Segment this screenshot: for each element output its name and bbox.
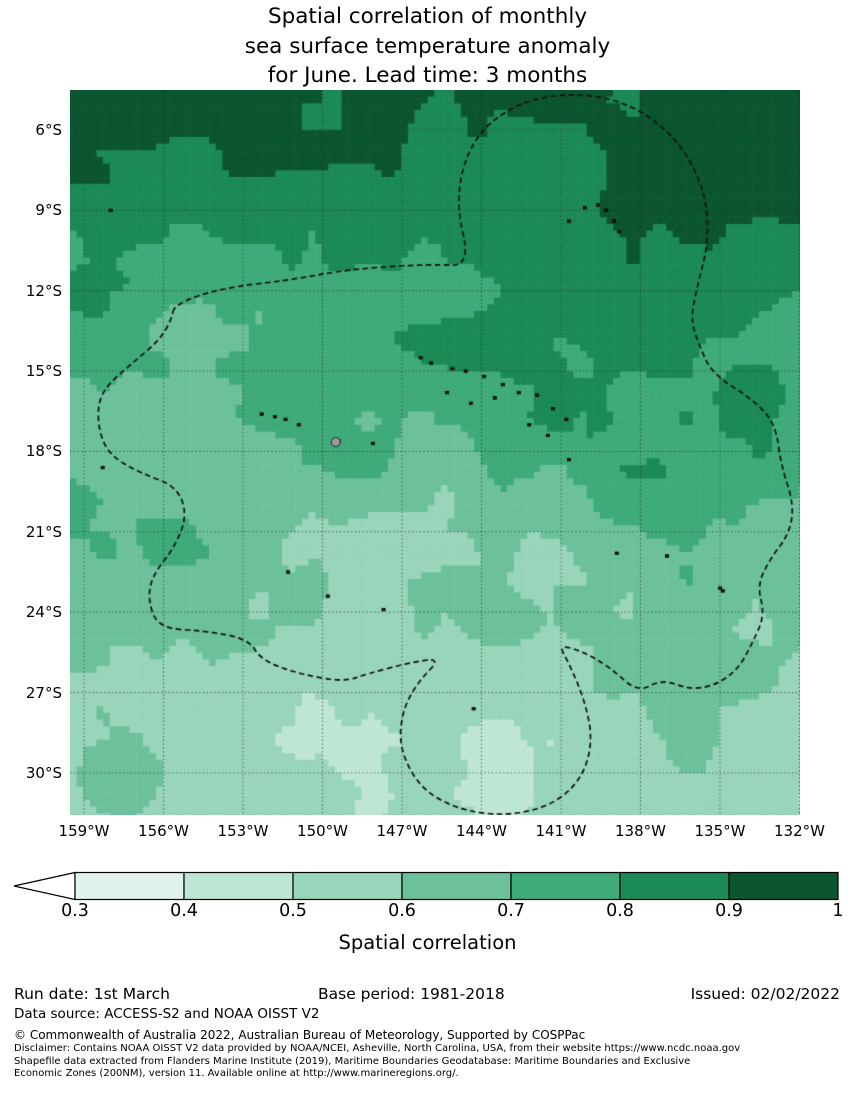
colorbar-segment (401, 871, 512, 901)
sst-correlation-map-canvas (70, 90, 800, 815)
colorbar-segment (183, 871, 294, 901)
y-tick-label: 9°S (35, 201, 62, 220)
y-tick-label: 24°S (25, 603, 62, 622)
copyright-text: © Commonwealth of Australia 2022, Austra… (14, 1028, 586, 1042)
colorbar-segment (292, 871, 403, 901)
x-tick-label: 147°W (376, 822, 428, 840)
y-tick-label: 27°S (25, 683, 62, 702)
colorbar-label: Spatial correlation (338, 931, 517, 954)
colorbar-segment (74, 871, 185, 901)
x-tick-label: 159°W (58, 822, 110, 840)
y-tick-label: 12°S (25, 281, 62, 300)
colorbar-tick-label: 1 (832, 901, 844, 921)
y-tick-label: 18°S (25, 442, 62, 461)
colorbar-under-arrow (13, 871, 76, 901)
colorbar-tick-label: 0.7 (497, 901, 525, 921)
y-tick-label: 6°S (35, 120, 62, 139)
x-tick-label: 132°W (773, 822, 825, 840)
y-tick-label: 21°S (25, 522, 62, 541)
disclaimer-line-2: Shapefile data extracted from Flanders M… (14, 1056, 691, 1067)
colorbar-segment (728, 871, 839, 901)
figure-title: Spatial correlation of monthly sea surfa… (0, 2, 855, 91)
disclaimer-line-3: Economic Zones (200NM), version 11. Avai… (14, 1068, 459, 1079)
run-date-text: Run date: 1st March (14, 985, 170, 1003)
x-tick-label: 153°W (217, 822, 269, 840)
colorbar-tick-label: 0.9 (715, 901, 743, 921)
title-line-2: sea surface temperature anomaly (244, 33, 611, 59)
x-tick-label: 156°W (138, 822, 190, 840)
colorbar-segment (510, 871, 621, 901)
metadata-row: Run date: 1st March Base period: 1981-20… (0, 985, 855, 1005)
issued-date-text: Issued: 02/02/2022 (690, 985, 840, 1003)
x-tick-label: 141°W (535, 822, 587, 840)
map-plot-area (70, 90, 800, 815)
x-tick-label: 135°W (694, 822, 746, 840)
title-line-3: for June. Lead time: 3 months (267, 63, 588, 88)
x-tick-label: 150°W (297, 822, 348, 840)
colorbar-tick-label: 0.4 (170, 901, 198, 921)
base-period-text: Base period: 1981-2018 (318, 985, 505, 1003)
colorbar (0, 868, 855, 904)
data-source-text: Data source: ACCESS-S2 and NOAA OISST V2 (14, 1006, 320, 1022)
colorbar-tick-label: 0.5 (279, 901, 307, 921)
x-tick-label: 144°W (456, 822, 507, 840)
x-tick-label: 138°W (615, 822, 666, 840)
colorbar-tick-label: 0.3 (61, 901, 89, 921)
title-line-1: Spatial correlation of monthly (267, 4, 588, 29)
disclaimer-line-1: Disclaimer: Contains NOAA OISST V2 data … (14, 1043, 741, 1054)
colorbar-tick-label: 0.8 (606, 901, 634, 921)
colorbar-tick-label: 0.6 (388, 901, 416, 921)
colorbar-graphic (13, 871, 839, 901)
colorbar-segment (619, 871, 730, 901)
y-tick-label: 15°S (25, 362, 62, 381)
y-tick-label: 30°S (25, 763, 62, 782)
